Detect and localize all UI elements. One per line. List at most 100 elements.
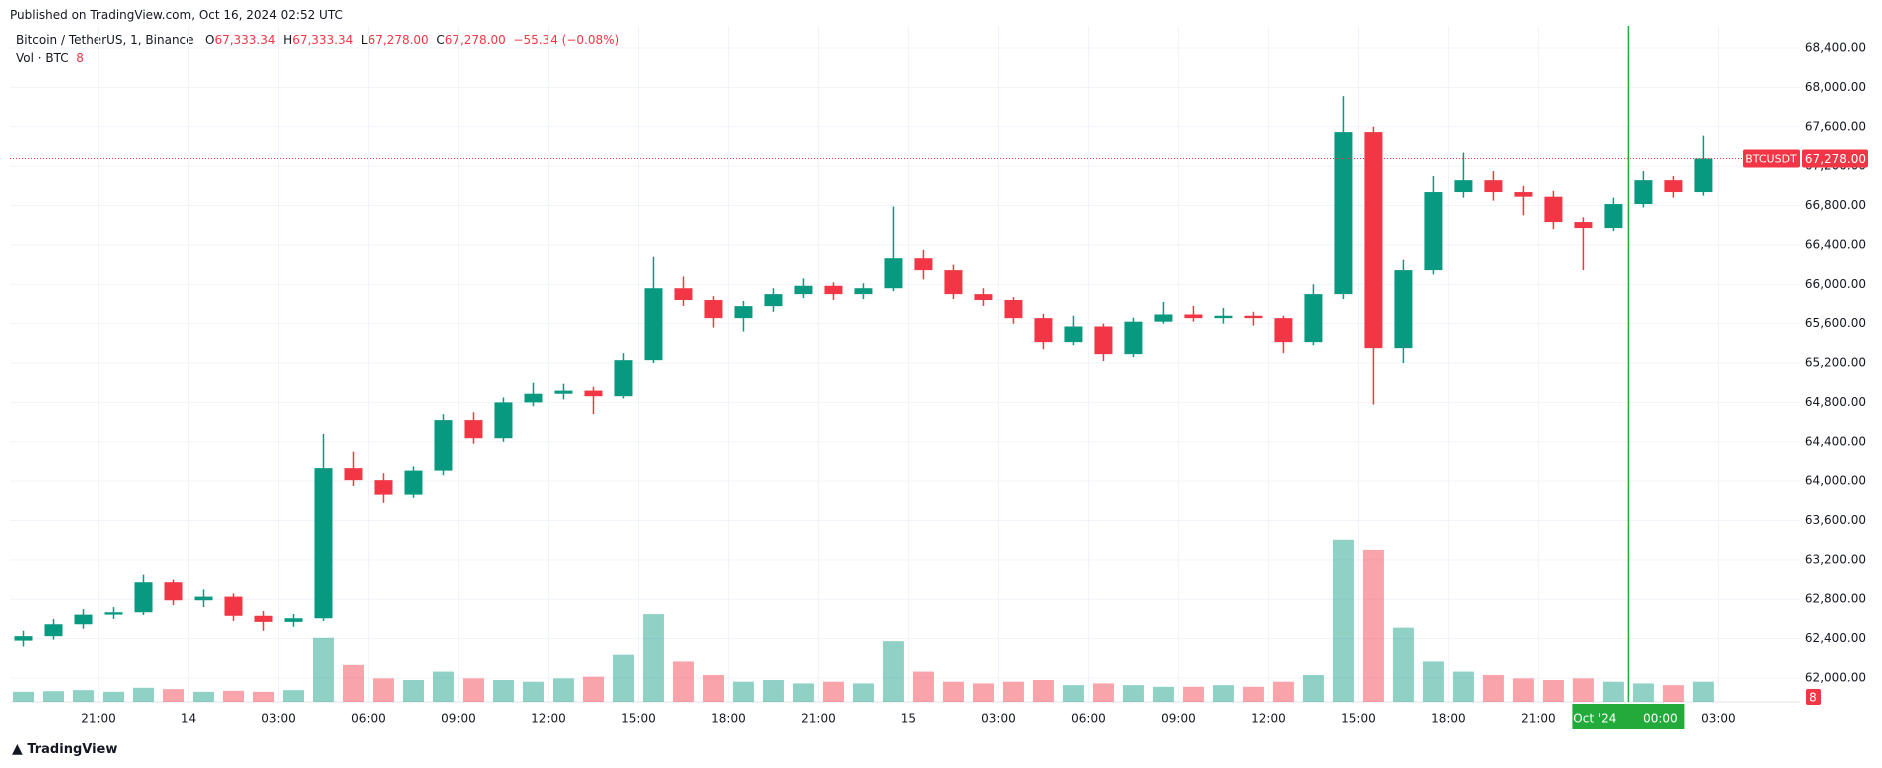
crosshair-tag <box>1572 704 1685 729</box>
low-label: L <box>360 33 368 47</box>
candle-body <box>674 288 693 301</box>
candle-body <box>194 596 213 601</box>
candle-body <box>434 420 453 471</box>
candle-body <box>314 468 333 619</box>
symbol-name: Bitcoin / TetherUS, 1, Binance <box>16 33 194 47</box>
y-tick-label: 64,000.00 <box>1805 474 1866 488</box>
volume-bar <box>252 691 274 702</box>
candle-body <box>1124 321 1143 355</box>
volume-value: 8 <box>76 51 84 65</box>
y-tick-label: 63,200.00 <box>1805 552 1866 566</box>
crosshair-time: 00:00 <box>1643 712 1678 726</box>
volume-bar <box>1002 681 1024 702</box>
y-tick-label: 65,200.00 <box>1805 356 1866 370</box>
volume-bar <box>462 678 484 702</box>
y-tick-label: 68,000.00 <box>1805 80 1866 94</box>
y-tick-label: 66,400.00 <box>1805 237 1866 251</box>
volume-bar <box>672 661 694 702</box>
candle-body <box>554 390 573 394</box>
volume-bar <box>1362 549 1384 702</box>
candle-body <box>284 618 303 622</box>
last-price-tag <box>1802 149 1868 168</box>
volume-bar <box>1482 674 1504 702</box>
last-price-text: 67,278.00 <box>1805 152 1866 166</box>
volume-bar <box>432 671 454 702</box>
volume-bar <box>612 654 634 702</box>
candle-body <box>1304 294 1323 343</box>
x-tick-label: 12:00 <box>1251 712 1286 726</box>
volume-bar <box>1152 686 1174 702</box>
crosshair-date: 16 Oct '24 <box>1554 712 1616 726</box>
last-volume-tag <box>1806 689 1821 705</box>
candle-body <box>1274 318 1293 343</box>
volume-bar <box>1302 674 1324 702</box>
candle-body <box>1004 300 1023 319</box>
candle-body <box>1154 314 1173 322</box>
volume-bar <box>192 691 214 702</box>
candle-body <box>1064 326 1083 343</box>
x-tick-label: 06:00 <box>351 712 386 726</box>
candle-body <box>1604 204 1623 229</box>
candle-body <box>74 614 93 625</box>
candle-body <box>134 582 153 613</box>
candle-body <box>1244 315 1263 319</box>
volume-bar <box>132 687 154 702</box>
symbol-tag <box>1743 149 1800 168</box>
x-tick-label: 18:00 <box>1431 712 1466 726</box>
volume-bar <box>882 641 904 702</box>
y-tick-label: 66,000.00 <box>1805 277 1866 291</box>
candle-body <box>644 288 663 361</box>
volume-bar <box>762 680 784 702</box>
volume-bar <box>912 671 934 702</box>
low-value: 67,278.00 <box>367 33 429 47</box>
candle-body <box>794 285 813 295</box>
candle-body <box>524 393 543 403</box>
candle-body <box>1214 315 1233 319</box>
candle-body <box>1094 326 1113 355</box>
volume-bar <box>102 691 124 702</box>
candle-body <box>14 636 33 641</box>
candle-body <box>104 612 123 615</box>
y-tick-label: 62,400.00 <box>1805 631 1866 645</box>
volume-bar <box>492 680 514 702</box>
volume-bar <box>1272 681 1294 702</box>
x-tick-label: 09:00 <box>1161 712 1196 726</box>
candle-body <box>704 300 723 319</box>
y-tick-label: 68,400.00 <box>1805 41 1866 55</box>
volume-bar <box>342 664 364 702</box>
x-tick-label: 03:00 <box>261 712 296 726</box>
volume-bar <box>972 683 994 702</box>
candle-body <box>254 615 273 622</box>
candle-body <box>464 420 483 439</box>
candle-body <box>1454 180 1473 193</box>
y-tick-label: 67,600.00 <box>1805 119 1866 133</box>
volume-bar <box>222 690 244 702</box>
volume-bar <box>1662 685 1684 702</box>
candle-body <box>1424 192 1443 271</box>
volume-bar <box>642 614 664 702</box>
x-tick-label: 21:00 <box>801 712 836 726</box>
volume-bar <box>12 691 34 702</box>
candle-body <box>1364 132 1383 349</box>
candle-body <box>1574 222 1593 229</box>
candle-body <box>344 468 363 481</box>
volume-bar <box>1392 627 1414 702</box>
volume-bar <box>1062 685 1084 702</box>
volume-bar <box>1572 678 1594 702</box>
high-value: 67,333.34 <box>292 33 354 47</box>
change-value: −55.34 (−0.08%) <box>513 33 620 47</box>
volume-bar <box>1122 685 1144 702</box>
x-tick-label: 15:00 <box>621 712 656 726</box>
volume-bar <box>1422 661 1444 702</box>
candle-body <box>404 470 423 495</box>
candle-body <box>1184 314 1203 319</box>
y-tick-label: 63,600.00 <box>1805 513 1866 527</box>
high-label: H <box>283 33 293 47</box>
volume-bar <box>702 674 724 702</box>
candle-body <box>1034 318 1053 343</box>
volume-bar <box>1092 683 1114 702</box>
y-tick-label: 64,400.00 <box>1805 434 1866 448</box>
footer-logo: ▲ TradingView <box>12 741 118 757</box>
volume-bar <box>1632 683 1654 702</box>
